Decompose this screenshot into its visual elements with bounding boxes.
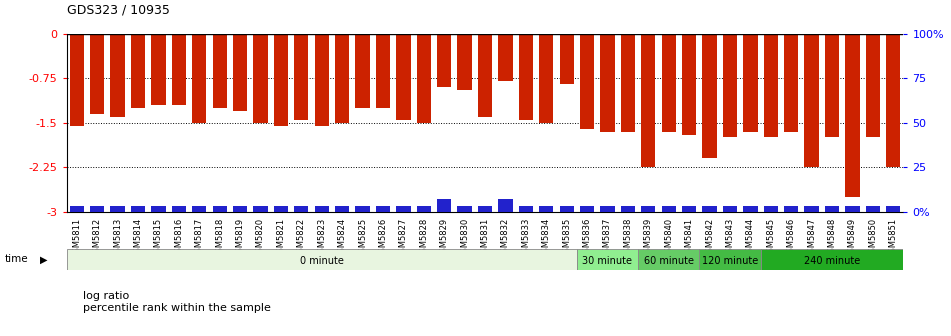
Text: 30 minute: 30 minute: [582, 256, 632, 266]
Text: GDS323 / 10935: GDS323 / 10935: [67, 3, 169, 16]
Bar: [621, 206, 635, 212]
Bar: [212, 206, 226, 212]
Bar: [69, 34, 84, 126]
Bar: [274, 206, 288, 212]
Bar: [559, 34, 573, 84]
Bar: [865, 206, 880, 212]
Bar: [356, 206, 370, 212]
Bar: [376, 206, 390, 212]
Bar: [457, 206, 472, 212]
Bar: [417, 206, 431, 212]
Bar: [682, 206, 696, 212]
Bar: [577, 249, 638, 270]
Bar: [457, 34, 472, 90]
Text: 120 minute: 120 minute: [702, 256, 758, 266]
Bar: [518, 34, 533, 120]
Bar: [376, 34, 390, 108]
Bar: [580, 34, 594, 129]
Bar: [253, 206, 267, 212]
Bar: [151, 34, 165, 105]
Bar: [335, 34, 349, 123]
Bar: [294, 206, 308, 212]
Bar: [865, 34, 880, 137]
Bar: [110, 34, 125, 117]
Bar: [397, 206, 411, 212]
Bar: [539, 206, 553, 212]
Bar: [67, 249, 577, 270]
Bar: [682, 34, 696, 134]
Bar: [764, 206, 778, 212]
Bar: [417, 34, 431, 123]
Bar: [764, 34, 778, 137]
Bar: [580, 206, 594, 212]
Bar: [723, 34, 737, 137]
Bar: [315, 206, 329, 212]
Bar: [294, 34, 308, 120]
Bar: [761, 249, 903, 270]
Bar: [784, 206, 798, 212]
Bar: [498, 34, 513, 81]
Bar: [805, 206, 819, 212]
Bar: [662, 206, 676, 212]
Text: 240 minute: 240 minute: [804, 256, 860, 266]
Bar: [784, 34, 798, 131]
Text: percentile rank within the sample: percentile rank within the sample: [83, 303, 271, 313]
Bar: [192, 34, 206, 123]
Bar: [825, 206, 839, 212]
Bar: [825, 34, 839, 137]
Bar: [172, 206, 186, 212]
Bar: [192, 206, 206, 212]
Bar: [131, 34, 146, 108]
Bar: [477, 206, 493, 212]
Bar: [69, 206, 84, 212]
Bar: [131, 206, 146, 212]
Bar: [151, 206, 165, 212]
Bar: [477, 34, 493, 117]
Bar: [518, 206, 533, 212]
Bar: [641, 34, 655, 167]
Bar: [90, 206, 105, 212]
Bar: [703, 34, 717, 158]
Bar: [90, 34, 105, 114]
Bar: [600, 34, 614, 131]
Bar: [233, 206, 247, 212]
Bar: [274, 34, 288, 126]
Bar: [641, 206, 655, 212]
Bar: [315, 34, 329, 126]
Bar: [886, 206, 901, 212]
Text: log ratio: log ratio: [83, 291, 129, 301]
Bar: [212, 34, 226, 108]
Bar: [233, 34, 247, 111]
Bar: [703, 206, 717, 212]
Bar: [356, 34, 370, 108]
Bar: [744, 34, 758, 131]
Bar: [397, 34, 411, 120]
Bar: [845, 34, 860, 197]
Text: time: time: [5, 254, 29, 264]
Bar: [723, 206, 737, 212]
Text: ▶: ▶: [40, 254, 48, 264]
Bar: [805, 34, 819, 167]
Bar: [600, 206, 614, 212]
Bar: [886, 34, 901, 167]
Text: 0 minute: 0 minute: [300, 256, 343, 266]
Bar: [662, 34, 676, 131]
Bar: [699, 249, 761, 270]
Bar: [253, 34, 267, 123]
Text: 60 minute: 60 minute: [644, 256, 693, 266]
Bar: [621, 34, 635, 131]
Bar: [437, 199, 452, 212]
Bar: [559, 206, 573, 212]
Bar: [638, 249, 699, 270]
Bar: [437, 34, 452, 87]
Bar: [498, 199, 513, 212]
Bar: [744, 206, 758, 212]
Bar: [110, 206, 125, 212]
Bar: [539, 34, 553, 123]
Bar: [335, 206, 349, 212]
Bar: [172, 34, 186, 105]
Bar: [845, 206, 860, 212]
